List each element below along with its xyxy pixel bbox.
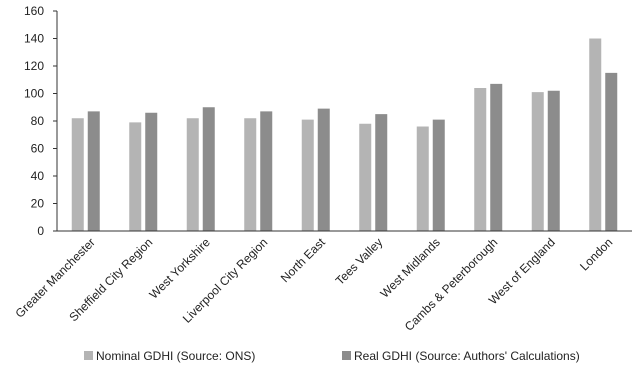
y-tick-label: 40 bbox=[31, 169, 45, 183]
bar-real-tees-valley bbox=[375, 114, 388, 231]
bar-real-greater-manchester bbox=[87, 111, 100, 231]
bar-real-west-midlands bbox=[432, 119, 445, 231]
legend-swatch-real bbox=[342, 351, 351, 360]
x-tick-label: West Midlands bbox=[377, 235, 442, 300]
legend-label-nominal: Nominal GDHI (Source: ONS) bbox=[96, 349, 255, 363]
bar-real-west-yorkshire bbox=[202, 107, 215, 231]
bar-nominal-sheffield-city-region bbox=[129, 122, 142, 231]
bar-real-liverpool-city-region bbox=[260, 111, 273, 231]
bar-nominal-liverpool-city-region bbox=[244, 118, 257, 231]
bar-nominal-cambs-peterborough bbox=[474, 88, 487, 231]
y-tick-label: 100 bbox=[24, 87, 44, 101]
x-tick-label: North East bbox=[278, 235, 328, 285]
x-tick-label: Cambs & Peterborough bbox=[402, 235, 501, 334]
legend-label-real: Real GDHI (Source: Authors' Calculations… bbox=[354, 349, 580, 363]
x-tick-label: Tees Valley bbox=[333, 235, 386, 288]
y-tick-label: 120 bbox=[24, 59, 44, 73]
bar-nominal-tees-valley bbox=[359, 123, 372, 231]
bar-nominal-greater-manchester bbox=[71, 118, 84, 231]
y-tick-label: 160 bbox=[24, 4, 44, 18]
bar-nominal-north-east bbox=[301, 119, 314, 231]
bar-real-north-east bbox=[317, 108, 330, 231]
bars bbox=[71, 38, 618, 231]
bar-nominal-west-yorkshire bbox=[186, 118, 199, 231]
y-axis: 0 20 40 60 80 100 120 140 160 bbox=[24, 4, 58, 238]
bar-real-london bbox=[605, 72, 618, 231]
y-tick-label: 140 bbox=[24, 32, 44, 46]
legend-swatch-nominal bbox=[84, 351, 93, 360]
bar-real-cambs-peterborough bbox=[490, 83, 503, 231]
bar-nominal-west-midlands bbox=[416, 126, 429, 231]
x-tick-label: London bbox=[577, 235, 615, 273]
bar-real-sheffield-city-region bbox=[145, 112, 158, 231]
bar-nominal-london bbox=[589, 38, 602, 231]
y-tick-label: 60 bbox=[31, 142, 45, 156]
y-tick-label: 0 bbox=[37, 224, 44, 238]
y-tick-label: 20 bbox=[31, 197, 45, 211]
bar-nominal-west-of-england bbox=[531, 92, 544, 231]
bar-real-west-of-england bbox=[547, 90, 560, 231]
legend: Nominal GDHI (Source: ONS) Real GDHI (So… bbox=[84, 349, 580, 363]
y-tick-label: 80 bbox=[31, 114, 45, 128]
